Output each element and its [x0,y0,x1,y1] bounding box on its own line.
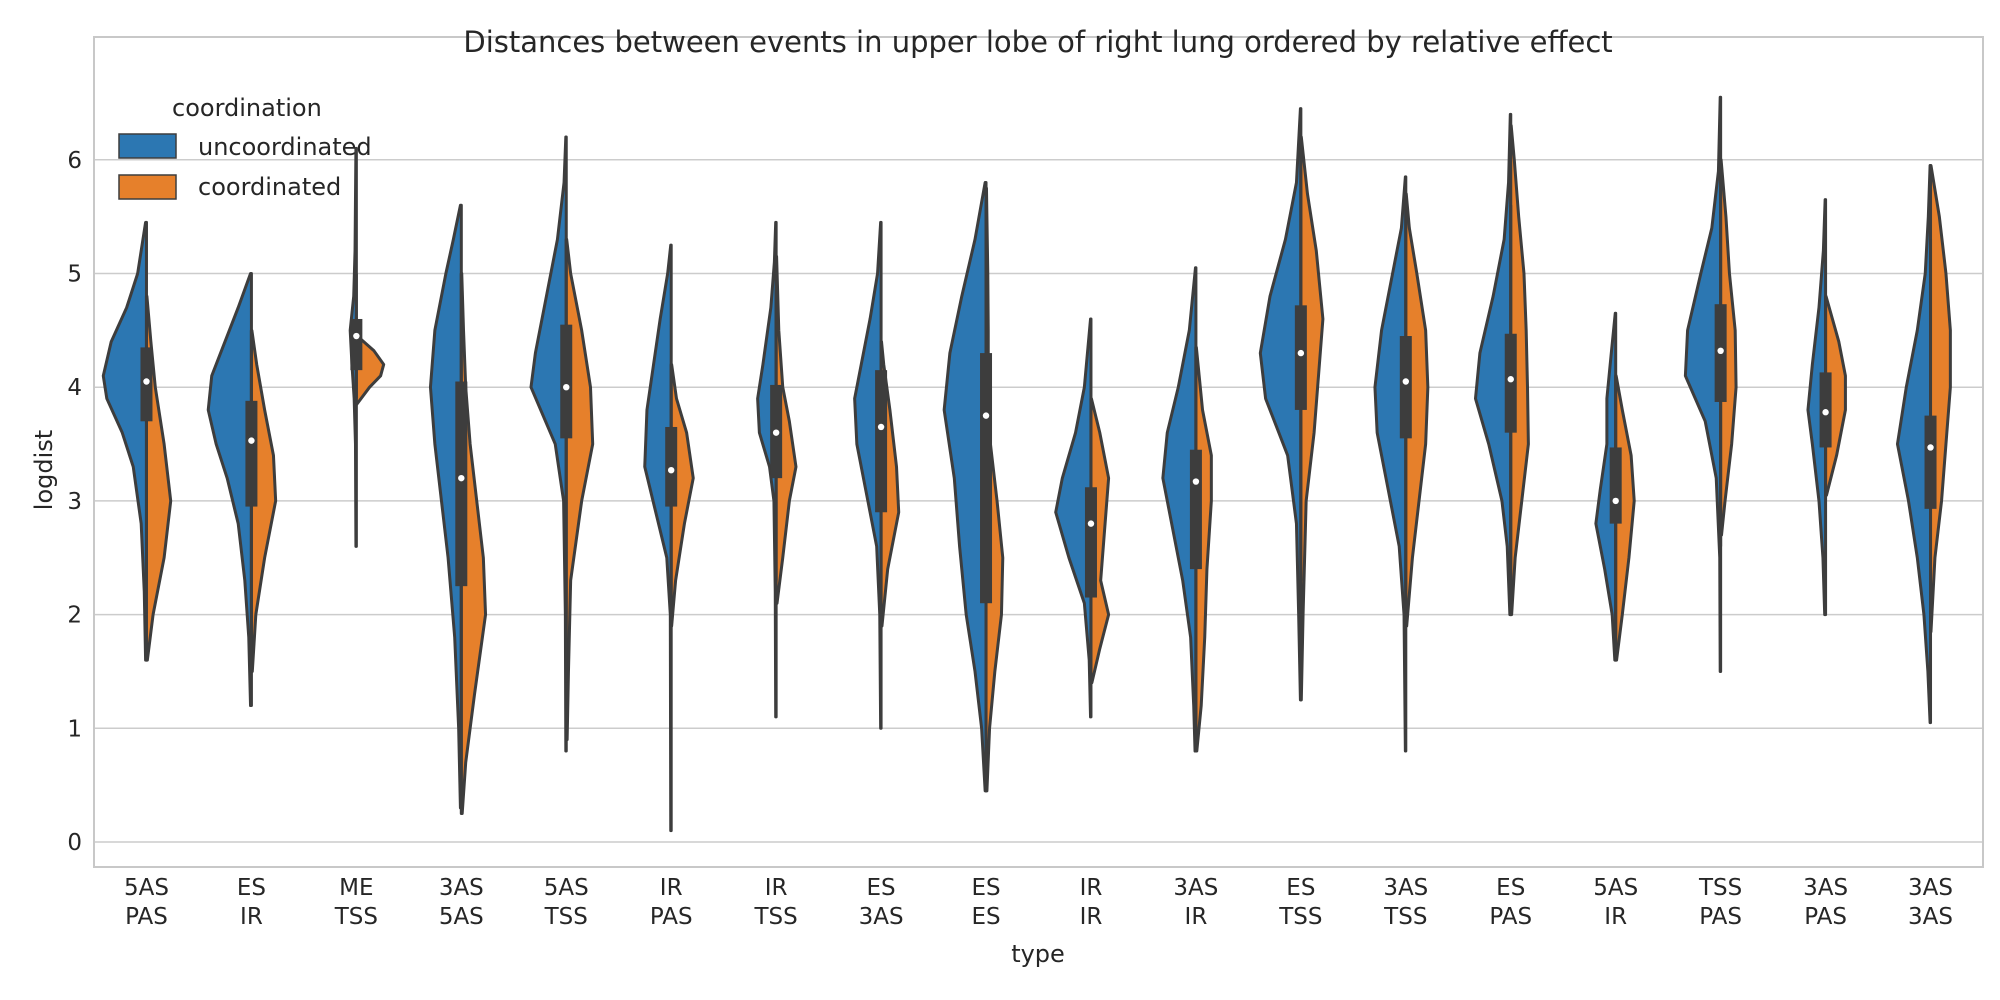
violin-half-coordinated [1929,163,1952,634]
box-median [458,474,465,482]
violin-half-coordinated [1194,345,1213,753]
x-tick-label: ES IR [237,875,266,930]
x-tick-label: 5AS IR [1593,875,1638,930]
box-layer [140,148,1937,808]
legend-label-coordinated: coordinated [198,173,341,201]
violin-half-uncoordinated [1473,112,1513,617]
box-iqr [1609,447,1622,524]
box-median [982,412,990,419]
violin-half-uncoordinated [206,271,253,708]
y-axis-label: logdist [30,430,58,510]
box-median [1192,478,1200,485]
x-tick-label: ES ES [971,875,1000,930]
violin-half-uncoordinated [1054,317,1093,719]
y-tick-label: 6 [67,148,82,174]
box-median [1612,497,1619,505]
box-median [143,378,150,385]
x-tick-label: 3AS TSS [1383,875,1428,930]
x-tick-label: ES 3AS [859,875,904,930]
x-tick-label: 5AS PAS [124,875,169,930]
x-axis-label: type [1011,940,1065,968]
legend-swatch-coordinated [118,174,177,200]
box-iqr [1399,336,1412,439]
y-tick-label: 3 [67,489,82,515]
x-tick-labels: 5AS PAS ES IR ME TSS 3AS 5AS 5AS TSS IR PAS IR TSS ES 3… [124,875,1953,930]
y-tick-labels: 0 1 2 3 4 5 6 [67,148,82,856]
x-tick-label: IR IR [1080,875,1103,930]
violin-half-uncoordinated [428,203,463,810]
chart-title: Distances between events in upper lobe o… [463,25,1612,59]
box-median [772,429,780,436]
violin-half-coordinated [1299,135,1325,702]
violin-half-uncoordinated [1594,311,1618,662]
box-median [353,332,360,340]
box-median [248,437,255,444]
violin-half-uncoordinated [1806,198,1828,617]
x-tick-label: 3AS PAS [1803,875,1848,930]
box-median [1927,444,1934,451]
violin-half-uncoordinated [1161,266,1198,753]
x-tick-label: IR TSS [754,875,798,930]
x-tick-label: ME TSS [334,875,378,930]
grid-layer [94,159,1983,843]
box-iqr [455,381,468,587]
violin-half-coordinated [459,271,488,816]
violin-half-coordinated [249,328,278,673]
violin-half-coordinated [1404,192,1430,628]
x-tick-label: TSS PAS [1698,875,1742,930]
box-iqr [560,324,573,439]
x-tick-label: ES PAS [1489,875,1532,930]
box-iqr [1294,305,1307,410]
box-iqr [1504,333,1517,433]
legend-title: coordination [172,94,322,122]
legend: coordination uncoordinated coordinated [118,94,372,201]
box-median [1402,378,1410,385]
box-iqr [980,353,993,604]
box-median [1297,349,1305,357]
x-tick-label: 3AS 5AS [439,875,484,930]
violin-half-coordinated [774,254,798,605]
x-tick-label: IR PAS [650,875,693,930]
box-iqr [245,400,258,507]
violin-half-coordinated [1509,124,1530,617]
legend-label-uncoordinated: uncoordinated [198,133,372,161]
box-median [1507,376,1514,383]
y-tick-label: 2 [67,603,82,629]
violin-half-uncoordinated [1683,95,1723,673]
box-iqr [875,370,888,513]
plot-frame [93,36,1984,868]
box-median [667,466,675,474]
box-median [1822,409,1829,416]
box-median [563,383,570,391]
x-tick-label: 3AS IR [1173,875,1218,930]
y-tick-label: 4 [67,375,82,401]
y-tick-label: 0 [67,830,82,856]
box-iqr [665,426,678,507]
x-tick-label: 3AS 3AS [1908,875,1953,930]
violin-half-uncoordinated [1373,175,1408,753]
box-iqr [1189,449,1202,570]
y-tick-label: 1 [67,716,82,742]
x-tick-label: 5AS TSS [544,875,589,930]
box-median [877,423,885,431]
box-iqr [1924,415,1937,509]
violin-half-uncoordinated [1258,107,1303,702]
violin-half-uncoordinated [942,181,988,793]
box-median [1717,347,1724,355]
box-iqr [350,318,363,371]
x-tick-label: ES TSS [1278,875,1322,930]
y-tick-label: 5 [67,261,82,287]
box-median [1087,520,1095,527]
box-iqr [1084,487,1097,598]
violin-half-uncoordinated [101,220,148,662]
legend-swatch-uncoordinated [118,133,177,159]
